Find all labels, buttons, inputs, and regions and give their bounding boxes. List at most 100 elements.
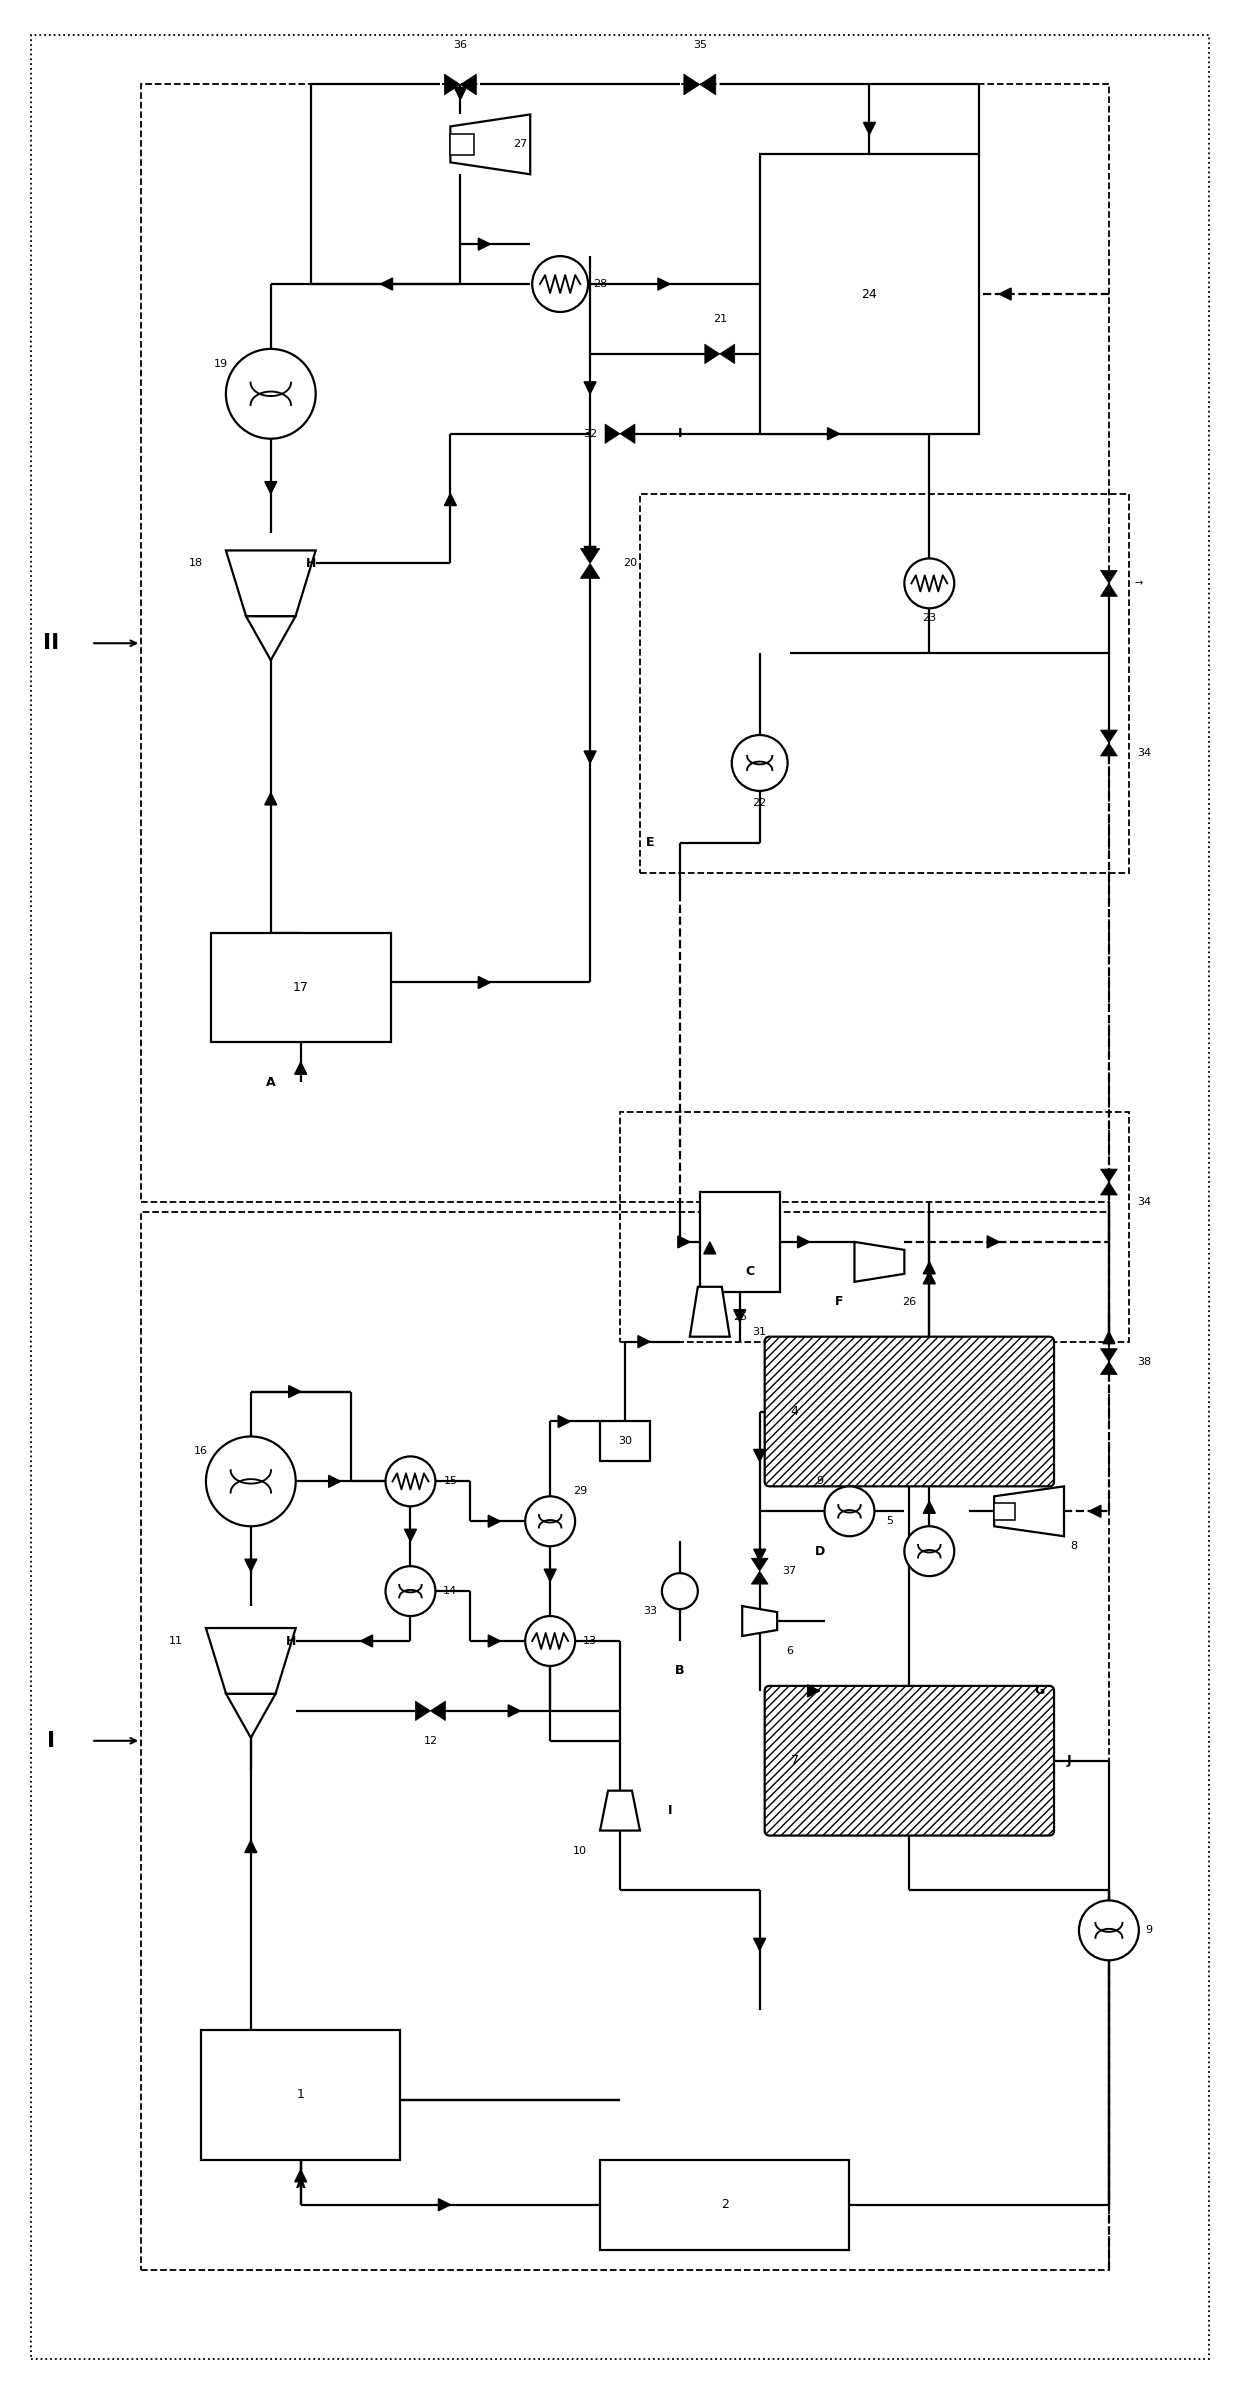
Polygon shape <box>508 1705 521 1716</box>
Circle shape <box>206 1436 295 1527</box>
Polygon shape <box>704 345 719 364</box>
Text: 34: 34 <box>1137 1197 1151 1207</box>
Text: 10: 10 <box>573 1846 587 1855</box>
Text: 24: 24 <box>862 287 878 302</box>
Polygon shape <box>444 493 456 505</box>
Bar <box>760 153 980 433</box>
Text: 35: 35 <box>693 41 707 50</box>
Text: 23: 23 <box>923 613 936 622</box>
Bar <box>201 2030 401 2159</box>
Text: 2: 2 <box>720 2198 729 2212</box>
Circle shape <box>386 1566 435 1616</box>
Polygon shape <box>558 1415 570 1427</box>
Polygon shape <box>924 1262 935 1274</box>
Text: 38: 38 <box>1137 1357 1151 1367</box>
Text: H: H <box>285 1635 296 1647</box>
Polygon shape <box>479 237 490 249</box>
Text: D: D <box>815 1544 825 1558</box>
Text: 32: 32 <box>583 429 598 438</box>
Polygon shape <box>620 424 635 443</box>
Text: 21: 21 <box>713 314 727 323</box>
Polygon shape <box>699 74 715 96</box>
Text: 37: 37 <box>782 1566 796 1575</box>
Text: J: J <box>1066 1755 1071 1767</box>
Polygon shape <box>381 278 393 290</box>
Text: F: F <box>836 1295 843 1307</box>
Text: 8: 8 <box>1070 1542 1078 1551</box>
Polygon shape <box>1100 570 1117 584</box>
Bar <box>141 1211 1109 2270</box>
Polygon shape <box>295 1063 306 1075</box>
Polygon shape <box>584 752 596 764</box>
Polygon shape <box>719 345 735 364</box>
Text: 14: 14 <box>444 1587 458 1597</box>
Polygon shape <box>743 1606 777 1635</box>
Polygon shape <box>827 429 839 440</box>
Polygon shape <box>584 546 596 558</box>
Polygon shape <box>1102 1331 1115 1343</box>
Text: 5: 5 <box>885 1515 893 1527</box>
Polygon shape <box>460 74 476 96</box>
Text: 25: 25 <box>733 1312 746 1321</box>
Polygon shape <box>1100 742 1117 757</box>
Text: 18: 18 <box>188 558 203 567</box>
Polygon shape <box>751 1570 768 1585</box>
Circle shape <box>526 1496 575 1547</box>
Polygon shape <box>754 1549 765 1561</box>
Polygon shape <box>689 1288 730 1336</box>
Polygon shape <box>1100 584 1117 596</box>
Bar <box>141 84 1109 1202</box>
Polygon shape <box>454 89 466 101</box>
Polygon shape <box>734 1310 745 1321</box>
Polygon shape <box>226 1695 275 1738</box>
Text: 4: 4 <box>791 1405 799 1417</box>
Polygon shape <box>600 1791 640 1831</box>
Polygon shape <box>580 563 600 579</box>
Polygon shape <box>854 1242 904 1281</box>
Text: 15: 15 <box>444 1477 458 1487</box>
Text: 7: 7 <box>791 1755 799 1767</box>
Polygon shape <box>444 74 460 96</box>
Bar <box>640 493 1128 874</box>
Polygon shape <box>329 1475 341 1487</box>
Polygon shape <box>1089 1506 1101 1518</box>
Polygon shape <box>924 1501 935 1513</box>
Polygon shape <box>265 481 277 493</box>
Text: I: I <box>667 1805 672 1817</box>
Text: 19: 19 <box>213 359 228 369</box>
Text: H: H <box>305 558 316 570</box>
Polygon shape <box>751 1558 768 1570</box>
Bar <box>994 1503 1016 1520</box>
Text: 12: 12 <box>423 1736 438 1745</box>
Polygon shape <box>415 1702 430 1721</box>
Circle shape <box>904 558 955 608</box>
Polygon shape <box>430 1702 445 1721</box>
Text: 26: 26 <box>903 1298 916 1307</box>
Text: G: G <box>1034 1685 1044 1697</box>
Polygon shape <box>807 1685 820 1697</box>
Text: 30: 30 <box>618 1436 632 1446</box>
Circle shape <box>386 1456 435 1506</box>
Text: 28: 28 <box>593 280 608 290</box>
Polygon shape <box>265 792 277 804</box>
Text: 29: 29 <box>573 1487 588 1496</box>
Text: II: II <box>43 634 60 654</box>
Polygon shape <box>544 1568 557 1580</box>
Polygon shape <box>863 122 875 134</box>
Polygon shape <box>489 1635 500 1647</box>
Circle shape <box>904 1527 955 1575</box>
Text: B: B <box>675 1664 684 1678</box>
Circle shape <box>825 1487 874 1537</box>
Text: 27: 27 <box>513 139 527 148</box>
Polygon shape <box>924 1271 935 1283</box>
Text: 22: 22 <box>753 797 766 807</box>
Polygon shape <box>658 278 670 290</box>
Circle shape <box>1079 1901 1138 1961</box>
Polygon shape <box>206 1628 295 1695</box>
Text: 16: 16 <box>193 1446 208 1456</box>
Polygon shape <box>244 1841 257 1853</box>
Bar <box>450 134 475 156</box>
Polygon shape <box>678 1235 689 1247</box>
Bar <box>620 1113 1128 1341</box>
Polygon shape <box>1100 1168 1117 1183</box>
